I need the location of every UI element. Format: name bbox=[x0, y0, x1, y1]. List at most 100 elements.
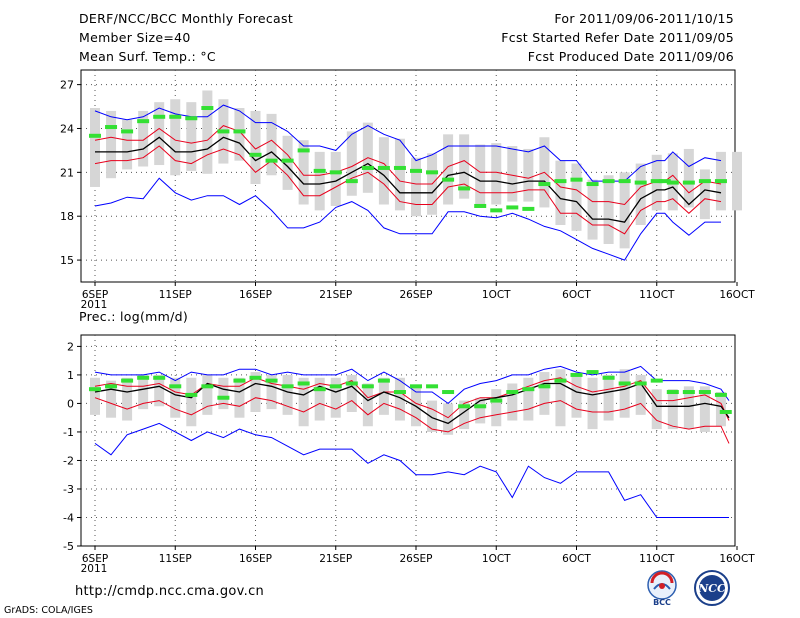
ens-mean-mark bbox=[650, 378, 663, 383]
precip-panel-label: Prec.: log(mm/d) bbox=[79, 309, 189, 324]
ensemble-box bbox=[507, 383, 518, 421]
ensemble-box bbox=[298, 377, 309, 427]
ens-mean-mark bbox=[474, 404, 487, 409]
panel-0-ytick-label: 21 bbox=[60, 166, 74, 179]
ensemble-box bbox=[603, 374, 614, 421]
series-upper-line bbox=[94, 125, 722, 206]
fcst-produced-date: Fcst Produced Date 2011/09/06 bbox=[527, 49, 734, 64]
ensemble-box bbox=[394, 377, 405, 421]
ensemble-box bbox=[635, 163, 646, 225]
ens-mean-mark bbox=[233, 378, 246, 383]
panel-0-xtick-label: 16SEP bbox=[239, 289, 272, 301]
ens-mean-mark bbox=[345, 179, 358, 184]
ensemble-box bbox=[732, 151, 742, 211]
ensemble-box bbox=[170, 377, 181, 418]
ens-mean-mark bbox=[313, 168, 326, 173]
ensemble-box bbox=[459, 400, 470, 430]
ens-mean-mark bbox=[458, 186, 471, 191]
ens-mean-mark bbox=[361, 384, 374, 389]
ens-mean-mark bbox=[169, 384, 182, 389]
source-url[interactable]: http://cmdp.ncc.cma.gov.cn bbox=[75, 584, 265, 599]
ens-mean-mark bbox=[329, 170, 342, 175]
panel-1-xtick-label: 26SEP bbox=[400, 553, 433, 565]
ens-mean-mark bbox=[666, 390, 679, 395]
ensemble-box bbox=[619, 369, 630, 418]
ens-mean-mark bbox=[618, 381, 631, 386]
ens-mean-mark bbox=[89, 133, 101, 138]
ensemble-box bbox=[90, 377, 100, 415]
ensemble-box bbox=[683, 386, 694, 430]
ensemble-box bbox=[186, 377, 197, 427]
ncc-logo-text: NCC bbox=[697, 582, 726, 595]
ens-mean-mark bbox=[297, 148, 310, 153]
grads-credit: GrADS: COLA/IGES bbox=[4, 605, 93, 616]
panel-1-ytick-label: -5 bbox=[63, 540, 74, 553]
ensemble-box bbox=[699, 169, 710, 220]
panel-1-ytick-label: -3 bbox=[63, 483, 74, 496]
ens-mean-mark bbox=[313, 387, 326, 392]
ens-mean-mark bbox=[714, 392, 727, 397]
ens-mean-mark bbox=[265, 378, 278, 383]
ens-mean-mark bbox=[377, 165, 390, 170]
ens-mean-mark bbox=[169, 114, 182, 119]
panel-0-ytick-label: 24 bbox=[60, 122, 74, 135]
ens-mean-mark bbox=[217, 129, 230, 134]
ensemble-box bbox=[346, 374, 357, 412]
ens-mean-mark bbox=[719, 409, 732, 414]
series-max-line bbox=[94, 365, 730, 405]
ens-mean-mark bbox=[682, 390, 695, 395]
ensemble-box bbox=[170, 99, 181, 176]
ens-mean-mark bbox=[602, 179, 615, 184]
ensemble-box bbox=[122, 377, 133, 421]
ens-mean-mark bbox=[281, 384, 294, 389]
ensemble-box bbox=[330, 151, 341, 206]
ensemble-box bbox=[555, 369, 566, 427]
ens-mean-mark bbox=[137, 375, 150, 380]
ensemble-box bbox=[394, 138, 405, 211]
ensemble-box bbox=[571, 374, 582, 418]
ens-mean-mark bbox=[410, 384, 422, 389]
panel-1-ytick-label: -1 bbox=[63, 426, 74, 439]
panel-0-xtick-label: 26SEP bbox=[400, 289, 433, 301]
ensemble-box bbox=[250, 372, 261, 412]
ens-mean-mark bbox=[586, 370, 599, 375]
ensemble-box bbox=[378, 377, 389, 415]
panel-1-xtick-label: 1OCT bbox=[482, 553, 511, 565]
panel-0-ytick-label: 18 bbox=[60, 210, 74, 223]
ens-mean-mark bbox=[458, 404, 471, 409]
ens-mean-mark bbox=[121, 129, 134, 134]
ens-mean-mark bbox=[602, 375, 615, 380]
ensemble-box bbox=[138, 374, 149, 410]
ens-mean-mark bbox=[89, 387, 101, 392]
ens-mean-mark bbox=[522, 206, 535, 211]
panel-1-xtick-label: 11OCT bbox=[639, 553, 675, 565]
ens-mean-mark bbox=[490, 208, 503, 213]
ens-mean-mark bbox=[586, 182, 599, 187]
panel-1-xtick-label: 6SEP bbox=[82, 553, 108, 565]
ncc-logo: NCC bbox=[694, 570, 730, 606]
ens-mean-mark bbox=[249, 375, 262, 380]
series-mean-line bbox=[95, 136, 722, 223]
ens-mean-mark bbox=[377, 378, 390, 383]
ens-mean-mark bbox=[666, 180, 679, 185]
ens-mean-mark bbox=[361, 165, 374, 170]
ens-mean-mark bbox=[634, 381, 647, 386]
ens-mean-mark bbox=[698, 390, 711, 395]
ensemble-box bbox=[523, 377, 534, 421]
panel-1-xtick-label: 21SEP bbox=[319, 553, 352, 565]
ens-mean-mark bbox=[426, 384, 439, 389]
variable-label: Mean Surf. Temp.: °C bbox=[79, 49, 216, 64]
ens-mean-mark bbox=[153, 375, 166, 380]
ens-mean-mark bbox=[201, 106, 214, 111]
chart-title: DERF/NCC/BCC Monthly Forecast bbox=[79, 11, 294, 26]
ensemble-box bbox=[154, 374, 165, 407]
ens-mean-mark bbox=[137, 119, 150, 124]
ensemble-box bbox=[587, 377, 598, 430]
ens-mean-mark bbox=[618, 179, 631, 184]
ensemble-box bbox=[651, 389, 662, 430]
panel-1-ytick-label: -4 bbox=[63, 511, 74, 524]
series-lower-line bbox=[94, 397, 730, 444]
ensemble-box bbox=[523, 148, 534, 202]
series-min-line bbox=[94, 422, 729, 518]
ens-mean-mark bbox=[233, 129, 246, 134]
